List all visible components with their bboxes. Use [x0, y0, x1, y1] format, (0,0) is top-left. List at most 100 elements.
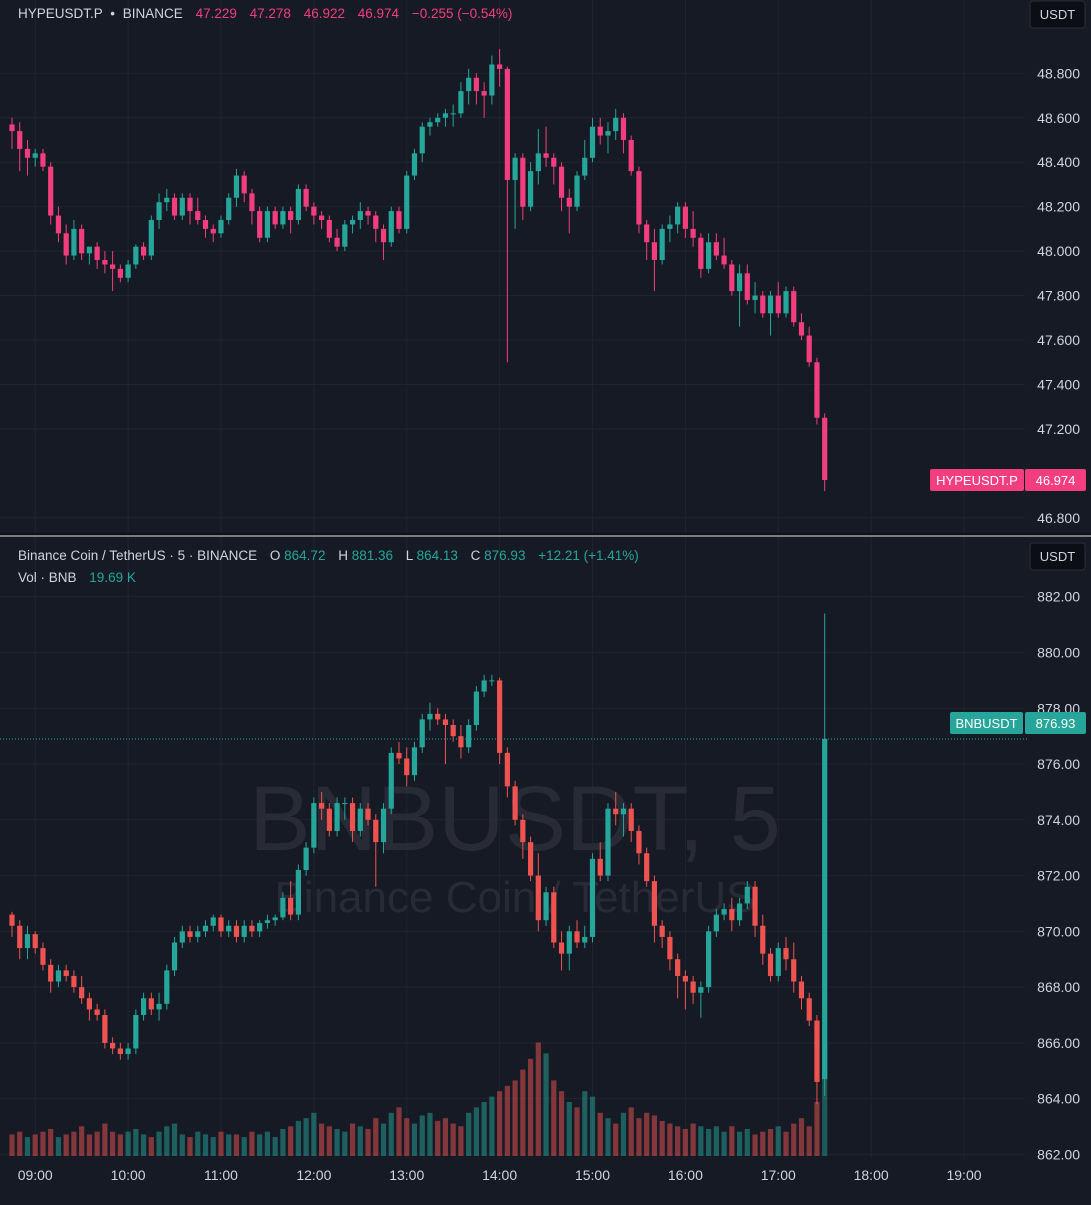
bottom-legend-l-label: L — [406, 548, 414, 563]
top-legend: HYPEUSDT.P • BINANCE 47.229 47.278 46.92… — [18, 6, 512, 21]
panel-separator[interactable] — [0, 533, 1091, 537]
candle-body — [566, 931, 572, 954]
volume-bar — [411, 1123, 418, 1156]
candle-body — [311, 206, 317, 216]
candle-body — [427, 713, 433, 720]
bottom-legend-h-value: 881.36 — [352, 548, 393, 563]
candle-body — [659, 925, 665, 937]
candle-body — [365, 211, 371, 216]
candle-body — [822, 417, 828, 480]
volume-bar — [373, 1118, 379, 1156]
volume-bar — [442, 1118, 449, 1156]
top-currency-button[interactable]: USDT — [1029, 0, 1086, 29]
candle-body — [357, 808, 363, 831]
candle-body — [675, 206, 681, 225]
candle-body — [148, 998, 154, 1010]
volume-bar — [481, 1102, 487, 1156]
price-tick-label: 48.800 — [1037, 65, 1080, 81]
candle-body — [798, 322, 805, 336]
price-tick-label: 880.00 — [1037, 645, 1080, 661]
bottom-currency-label: USDT — [1040, 549, 1075, 564]
bnb-price-tag: BNBUSDT 876.93 — [950, 712, 1086, 734]
volume-bar — [55, 1137, 62, 1156]
top-legend-close: 46.974 — [358, 6, 400, 21]
volume-bar — [210, 1137, 216, 1156]
candle-body — [736, 273, 743, 292]
volume-bar — [140, 1134, 147, 1156]
bottom-currency-button[interactable]: USDT — [1029, 542, 1086, 571]
candle-body — [551, 892, 557, 943]
volume-bar — [636, 1118, 642, 1156]
candle-body — [543, 892, 549, 921]
candle-body — [419, 719, 425, 748]
time-axis[interactable]: 09:00 10:00 11:00 12:00 13:00 14:00 15:00 16:00… — [18, 1167, 982, 1183]
volume-legend-label: Vol · BNB — [18, 570, 77, 585]
volume-bar — [798, 1118, 805, 1156]
price-tick-label: 862.00 — [1037, 1146, 1080, 1162]
candle-body — [675, 959, 681, 976]
hype-price-tag-symbol: HYPEUSDT.P — [936, 473, 1018, 488]
candle-body — [40, 153, 46, 167]
candle-body — [589, 858, 596, 937]
candle-body — [551, 157, 557, 167]
candle-body — [71, 975, 77, 988]
volume-bar — [48, 1129, 54, 1156]
volume-bar — [582, 1091, 588, 1156]
candle-body — [466, 725, 472, 748]
volume-bar — [512, 1080, 518, 1156]
volume-bar — [264, 1131, 271, 1156]
candle-body — [171, 197, 178, 216]
candle-body — [288, 897, 294, 915]
bottom-legend-c-label: C — [471, 548, 481, 563]
candle-body — [628, 140, 634, 172]
volume-bar — [396, 1107, 402, 1156]
volume-bar — [450, 1123, 456, 1156]
candle-body — [9, 914, 15, 926]
candle-body — [9, 124, 15, 132]
candle-body — [24, 148, 31, 158]
candle-body — [264, 211, 271, 238]
candle-body — [179, 931, 185, 943]
candle-body — [280, 897, 286, 918]
candle-body — [706, 242, 712, 269]
candle-body — [613, 808, 619, 815]
volume-bar — [489, 1096, 495, 1156]
candle-body — [466, 77, 472, 92]
candle-body — [473, 691, 479, 725]
candle-body — [357, 211, 363, 220]
volume-bar — [326, 1126, 332, 1156]
candle-body — [179, 197, 185, 216]
volume-bar — [698, 1126, 704, 1156]
candle-body — [442, 113, 449, 118]
candle-body — [133, 246, 139, 265]
bottom-price-axis[interactable]: 882.00880.00878.00876.00874.00872.00870.… — [1037, 589, 1080, 1163]
candle-body — [667, 936, 673, 960]
candle-body — [752, 886, 758, 926]
candle-body — [535, 153, 541, 172]
candle-body — [226, 925, 232, 932]
time-tick-label: 12:00 — [296, 1167, 331, 1183]
candle-body — [713, 914, 719, 932]
candle-body — [706, 931, 712, 988]
top-price-axis[interactable]: 48.800 48.600 48.400 48.200 48.000 47.800 47.6… — [1037, 65, 1080, 525]
candle-body — [125, 1048, 131, 1055]
volume-bar — [9, 1134, 15, 1156]
volume-bar — [760, 1131, 766, 1156]
candle-body — [404, 758, 410, 776]
candle-body — [597, 858, 603, 876]
candle-body — [241, 925, 247, 937]
volume-bar — [435, 1120, 441, 1156]
volume-bar — [17, 1131, 23, 1156]
candle-body — [396, 752, 402, 759]
price-tick-label: 47.800 — [1037, 288, 1080, 304]
candle-body — [744, 886, 750, 904]
candle-body — [140, 246, 147, 256]
price-tick-label: 47.400 — [1037, 376, 1080, 392]
candle-body — [388, 211, 394, 243]
candle-body — [202, 220, 209, 229]
candle-body — [226, 197, 232, 220]
volume-bar — [195, 1131, 201, 1156]
volume-bar — [767, 1129, 774, 1156]
volume-bar — [380, 1123, 387, 1156]
